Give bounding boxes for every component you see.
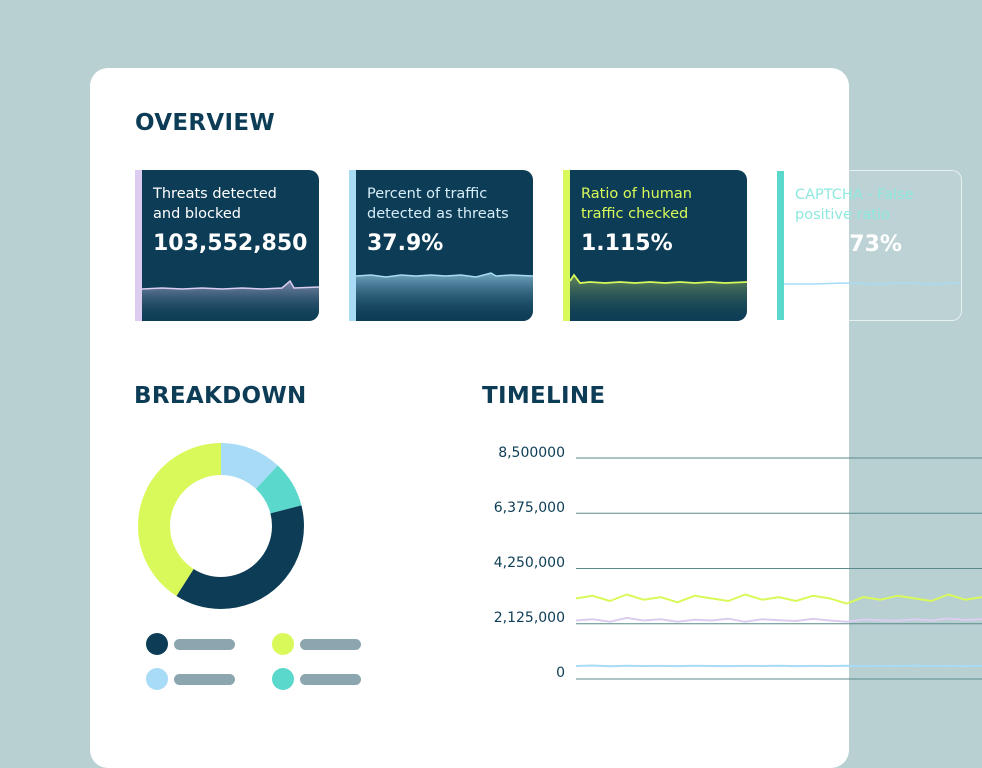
y-tick-label: 8,500000 (498, 445, 565, 461)
card-sparkline (142, 279, 319, 321)
card-value: 37.9% (367, 231, 444, 256)
y-tick-label: 2,125,000 (493, 610, 565, 626)
metric-card-human-ratio[interactable]: Ratio of human traffic checked 1.115% (563, 170, 747, 321)
timeline-title: TIMELINE (482, 383, 606, 409)
card-accent (135, 170, 142, 321)
donut-segment-navy (138, 443, 304, 609)
legend-dot (146, 668, 168, 690)
card-label: Percent of traffic detected as threats (367, 186, 509, 222)
card-label: Ratio of human traffic checked (581, 186, 693, 222)
legend-label-placeholder (174, 674, 235, 685)
card-label: Threats detected and blocked (153, 186, 277, 222)
card-sparkline (570, 273, 747, 321)
card-sparkline (356, 272, 533, 321)
donut-segment-lime (138, 443, 304, 609)
legend-dot (146, 633, 168, 655)
legend-dot (272, 668, 294, 690)
breakdown-donut-chart (138, 443, 304, 609)
legend-dot (272, 633, 294, 655)
legend-label-placeholder (300, 639, 361, 650)
y-tick-label: 0 (556, 665, 565, 681)
overview-title: OVERVIEW (135, 110, 275, 136)
metric-card-threat-percent[interactable]: Percent of traffic detected as threats 3… (349, 170, 533, 321)
card-value: 0.0073% (795, 232, 902, 257)
card-value: 1.115% (581, 231, 673, 256)
card-accent (349, 170, 356, 321)
card-sparkline (784, 282, 961, 285)
legend-label-placeholder (174, 639, 235, 650)
metric-card-threats[interactable]: Threats detected and blocked 103,552,850 (135, 170, 319, 321)
y-tick-label: 6,375,000 (493, 500, 565, 516)
legend-label-placeholder (300, 674, 361, 685)
metric-card-captcha[interactable]: CAPTCHA - False positive ratio 0.0073% (777, 170, 962, 321)
card-label: CAPTCHA - False positive ratio (795, 187, 914, 223)
breakdown-title: BREAKDOWN (134, 383, 307, 409)
card-value: 103,552,850 (153, 231, 308, 256)
card-accent (777, 171, 784, 320)
y-tick-label: 4,250,000 (493, 555, 565, 571)
card-accent (563, 170, 570, 321)
